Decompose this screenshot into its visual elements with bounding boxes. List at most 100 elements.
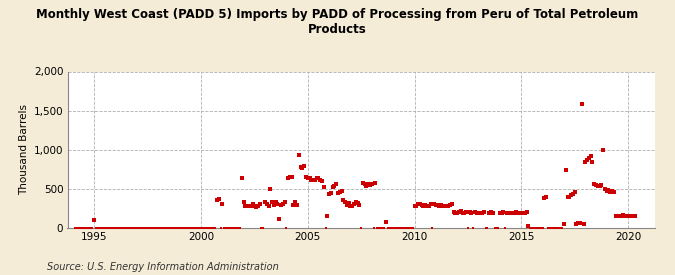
- Point: [397, 226, 408, 230]
- Point: [201, 226, 212, 230]
- Point: [404, 226, 414, 230]
- Point: [541, 195, 551, 199]
- Point: [589, 182, 599, 186]
- Point: [562, 195, 573, 199]
- Point: [274, 217, 285, 221]
- Point: [151, 226, 162, 230]
- Point: [158, 226, 169, 230]
- Point: [618, 213, 628, 217]
- Point: [607, 189, 618, 194]
- Point: [112, 226, 123, 230]
- Point: [429, 202, 439, 206]
- Point: [270, 200, 281, 205]
- Point: [372, 226, 383, 230]
- Point: [491, 226, 502, 230]
- Point: [286, 175, 297, 180]
- Point: [432, 202, 443, 207]
- Point: [142, 226, 153, 230]
- Point: [267, 199, 277, 204]
- Point: [149, 226, 160, 230]
- Point: [381, 220, 392, 224]
- Point: [194, 226, 205, 230]
- Point: [557, 226, 568, 230]
- Point: [481, 226, 491, 230]
- Point: [231, 226, 242, 230]
- Point: [386, 226, 397, 230]
- Point: [431, 202, 441, 207]
- Point: [138, 226, 149, 230]
- Point: [608, 190, 619, 194]
- Point: [322, 214, 333, 219]
- Point: [414, 202, 425, 206]
- Point: [221, 226, 232, 230]
- Point: [78, 226, 89, 230]
- Point: [140, 226, 151, 230]
- Point: [576, 102, 587, 107]
- Point: [473, 210, 484, 215]
- Point: [313, 176, 324, 180]
- Point: [489, 226, 500, 230]
- Point: [124, 226, 135, 230]
- Point: [571, 221, 582, 226]
- Point: [356, 226, 367, 230]
- Point: [169, 226, 180, 230]
- Point: [512, 210, 523, 215]
- Point: [258, 226, 269, 230]
- Point: [482, 226, 493, 230]
- Point: [176, 226, 187, 230]
- Point: [162, 226, 173, 230]
- Point: [281, 226, 292, 230]
- Point: [370, 181, 381, 185]
- Point: [340, 200, 350, 205]
- Point: [103, 226, 114, 230]
- Point: [530, 226, 541, 230]
- Point: [367, 182, 377, 186]
- Point: [324, 192, 335, 196]
- Point: [98, 226, 109, 230]
- Point: [178, 226, 188, 230]
- Point: [605, 190, 616, 194]
- Point: [315, 177, 325, 182]
- Point: [462, 226, 473, 230]
- Point: [434, 203, 445, 208]
- Point: [288, 202, 299, 207]
- Point: [217, 202, 227, 206]
- Point: [277, 202, 288, 206]
- Point: [92, 226, 103, 230]
- Point: [539, 196, 550, 201]
- Point: [295, 165, 306, 169]
- Point: [233, 226, 244, 230]
- Point: [207, 226, 217, 230]
- Point: [368, 226, 379, 230]
- Point: [171, 226, 182, 230]
- Point: [319, 185, 329, 189]
- Point: [110, 226, 121, 230]
- Point: [329, 184, 340, 188]
- Point: [90, 226, 101, 230]
- Point: [309, 177, 320, 182]
- Point: [452, 211, 462, 216]
- Point: [294, 152, 304, 157]
- Point: [187, 226, 198, 230]
- Point: [299, 164, 310, 169]
- Point: [418, 204, 429, 208]
- Point: [569, 190, 580, 194]
- Point: [188, 226, 199, 230]
- Point: [603, 188, 614, 192]
- Point: [448, 210, 459, 214]
- Point: [616, 214, 626, 219]
- Point: [510, 210, 521, 214]
- Point: [135, 226, 146, 230]
- Point: [272, 202, 283, 206]
- Point: [285, 175, 296, 180]
- Point: [137, 226, 148, 230]
- Point: [121, 226, 132, 230]
- Point: [470, 210, 481, 214]
- Point: [202, 226, 213, 230]
- Point: [247, 202, 258, 206]
- Point: [240, 204, 251, 208]
- Point: [436, 202, 447, 207]
- Point: [249, 203, 260, 208]
- Point: [80, 226, 90, 230]
- Point: [331, 182, 342, 186]
